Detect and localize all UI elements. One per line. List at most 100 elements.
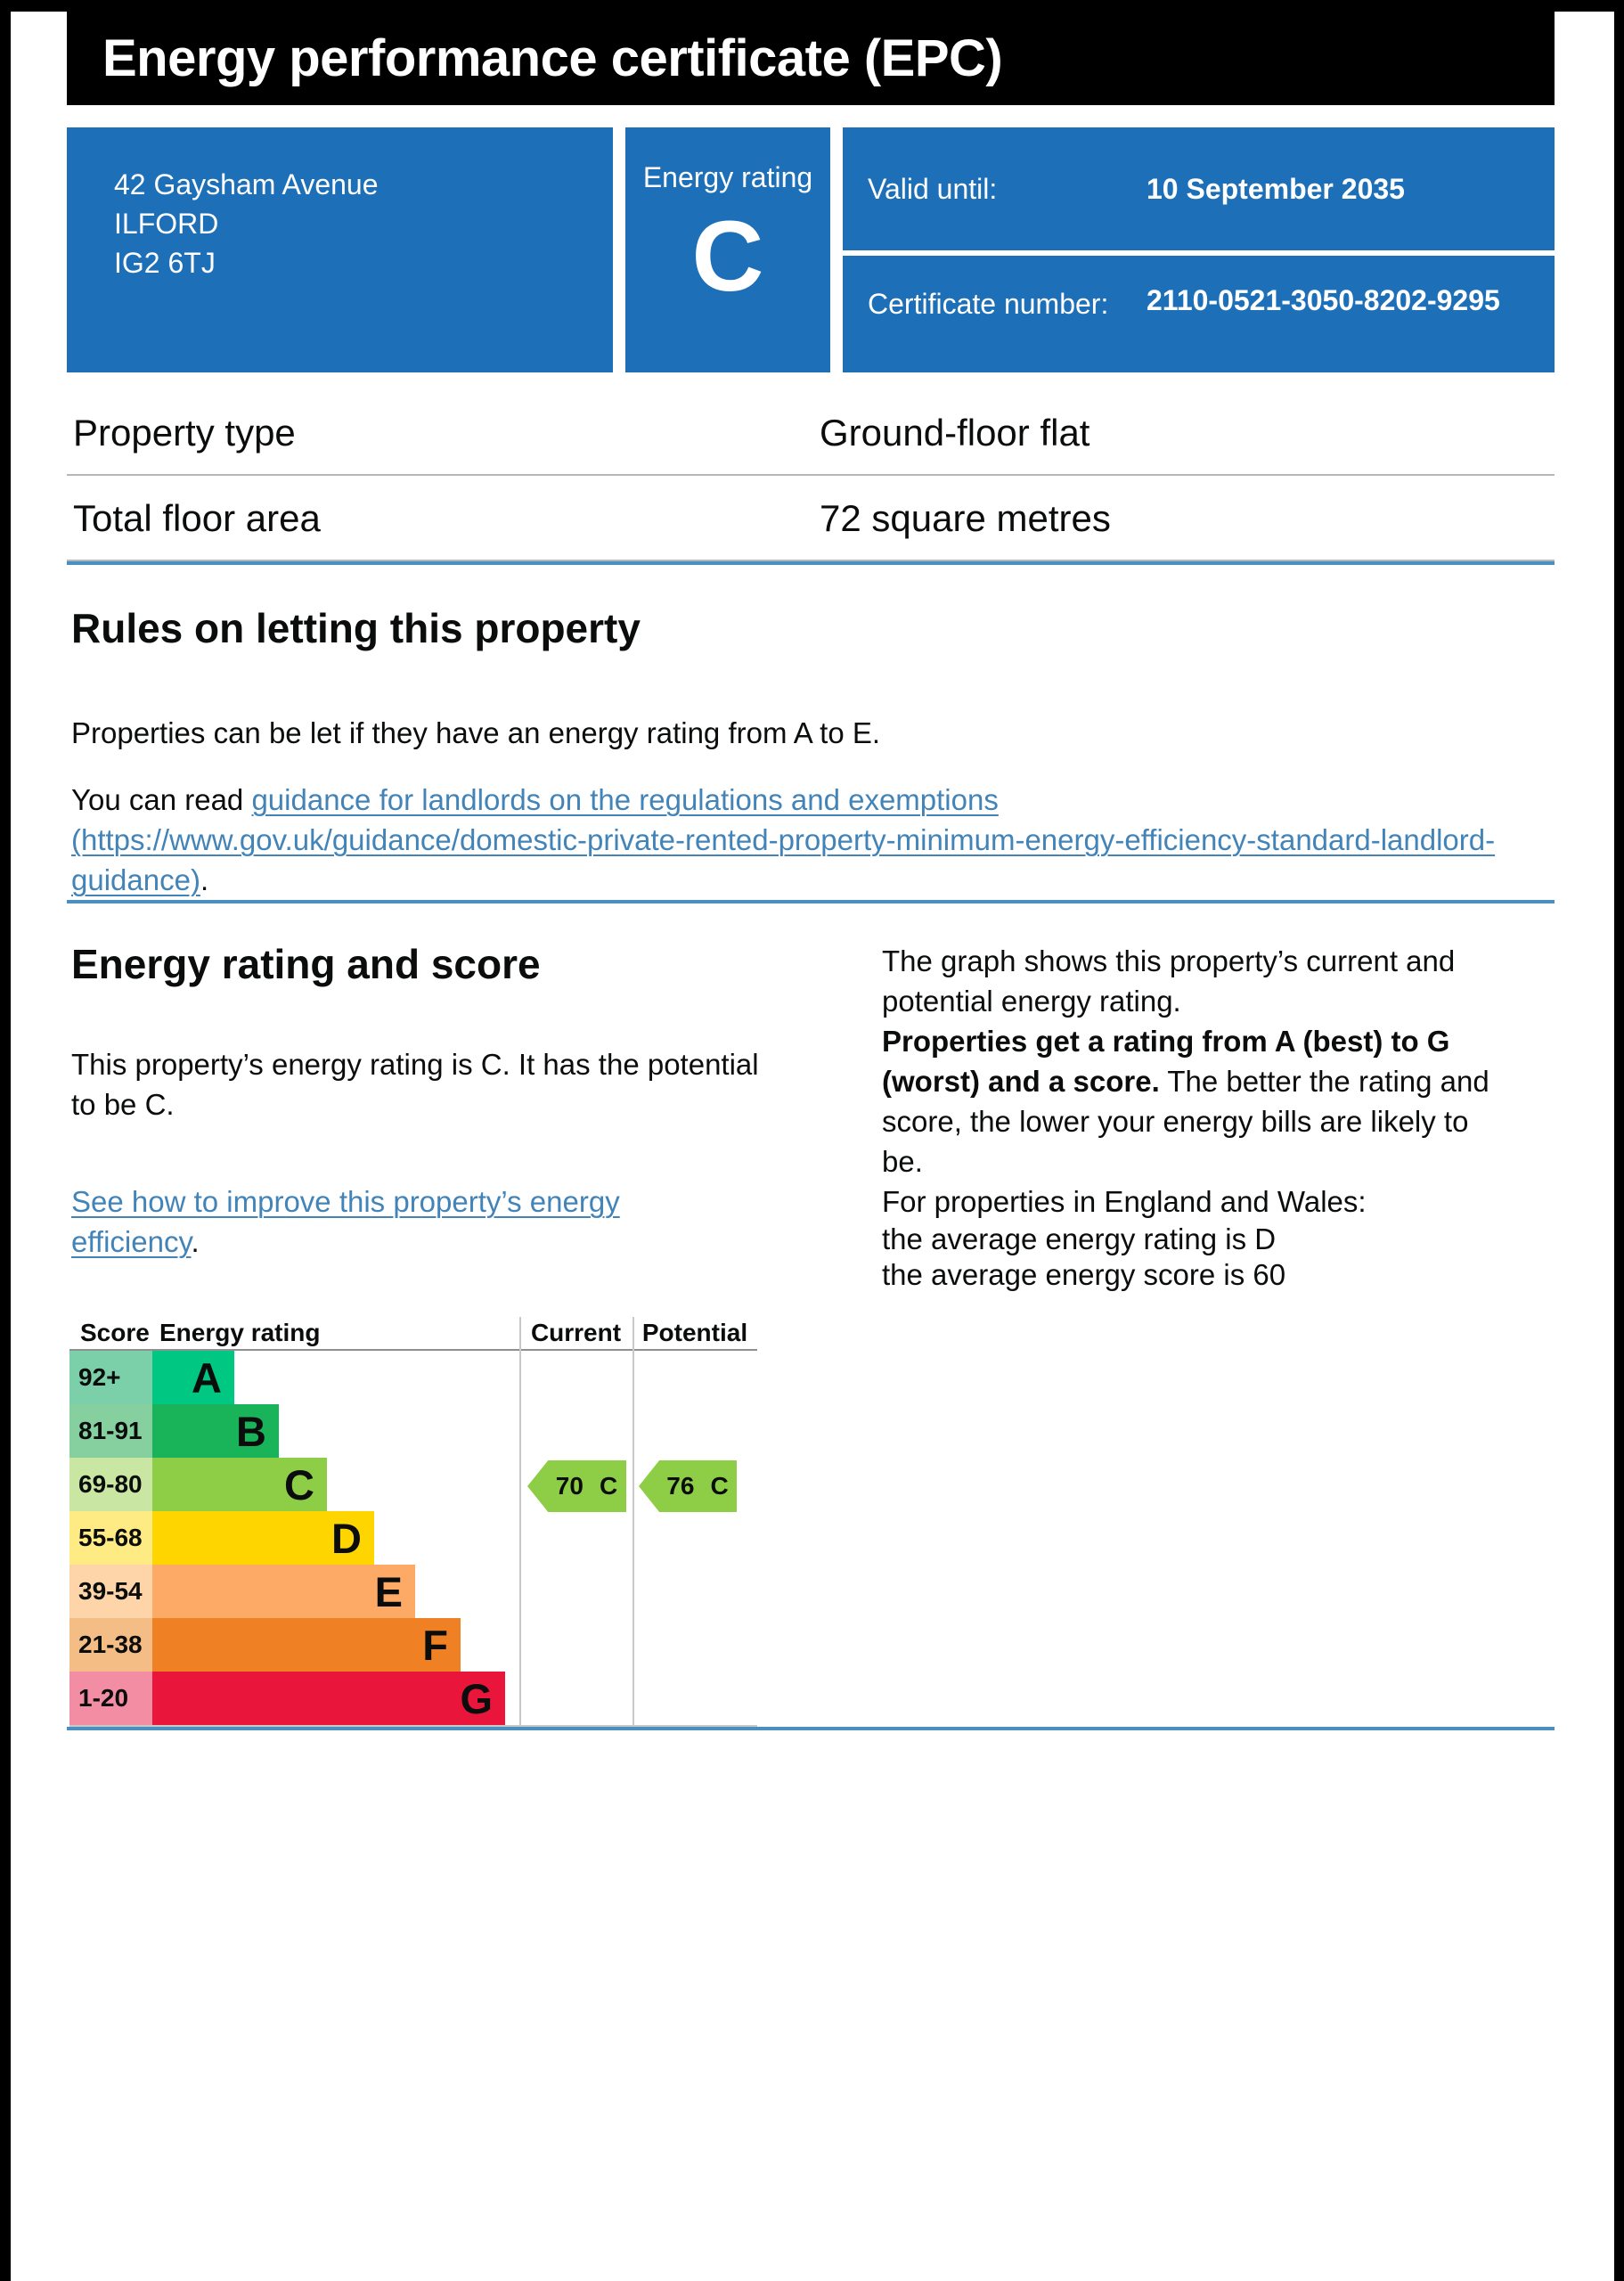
certificate-page: Energy performance certificate (EPC) 42 … xyxy=(67,12,1555,1730)
band-bar: F xyxy=(152,1618,461,1672)
landlord-guidance-link[interactable]: guidance for landlords on the regulation… xyxy=(71,783,1495,896)
current-rating-arrow: 70 C xyxy=(527,1460,626,1512)
epc-chart-bands: 92+ A 81-91 B 69-80 C 55-68 D 39-54 E 21… xyxy=(69,1351,757,1727)
rules-para-1: Properties can be let if they have an en… xyxy=(71,716,881,749)
graph-intro-para: The graph shows this property’s current … xyxy=(882,944,1456,1018)
band-score-range: 55-68 xyxy=(69,1511,152,1565)
band-letter: E xyxy=(374,1567,403,1615)
certificate-number-value: 2110-0521-3050-8202-9295 xyxy=(1147,284,1500,316)
valid-until-label: Valid until: xyxy=(868,173,998,205)
floor-area-label: Total floor area xyxy=(73,497,321,539)
rules-para-2: You can read guidance for landlords on t… xyxy=(71,780,1555,900)
landlord-guidance-link-text: guidance for landlords on the regulation… xyxy=(251,783,999,816)
rating-summary-para: This property’s energy rating is C. It h… xyxy=(71,1048,759,1121)
improve-efficiency-link-line1: See how to improve this property’s energ… xyxy=(71,1185,620,1218)
band-bar: A xyxy=(152,1351,234,1404)
document-header: Energy performance certificate (EPC) xyxy=(67,12,1555,105)
improve-efficiency-link-line2: efficiency xyxy=(71,1225,192,1258)
valid-until-row: Valid until: 10 September 2035 xyxy=(843,127,1555,250)
energy-rating-badge: Energy rating C xyxy=(625,127,830,372)
chart-column-current: Current xyxy=(530,1319,622,1346)
certificate-number-label: Certificate number: xyxy=(868,288,1109,320)
certificate-details: Valid until: 10 September 2035 Certifica… xyxy=(843,127,1555,372)
band-letter: G xyxy=(460,1674,493,1722)
england-wales-para: For properties in England and Wales: xyxy=(882,1185,1367,1218)
band-score-range: 1-20 xyxy=(69,1672,152,1725)
rating-explainer-rest: The better the rating and score, the low… xyxy=(882,1065,1489,1178)
band-bar: G xyxy=(152,1672,505,1725)
band-bar: D xyxy=(152,1511,374,1565)
chart-column-potential: Potential xyxy=(641,1319,748,1346)
band-letter: F xyxy=(422,1621,448,1669)
current-rating-score: 70 xyxy=(555,1472,583,1500)
top-border-strip xyxy=(0,0,1624,12)
right-border-strip xyxy=(1614,0,1624,2281)
table-row: Total floor area 72 square metres xyxy=(67,476,1555,561)
rating-explainer-bold: Properties get a rating from A (best) to… xyxy=(882,1025,1450,1098)
certificate-number-row: Certificate number: 2110-0521-3050-8202-… xyxy=(843,256,1555,372)
potential-rating-arrow: 76 C xyxy=(639,1460,737,1512)
page-title: Energy performance certificate (EPC) xyxy=(102,29,1003,87)
landlord-guidance-link-url: (https://www.gov.uk/guidance/domestic-pr… xyxy=(71,823,1496,856)
improve-para-suffix: . xyxy=(191,1225,200,1258)
chart-gridline xyxy=(519,1317,521,1727)
band-score-range: 81-91 xyxy=(69,1404,152,1458)
section-divider xyxy=(67,1727,1555,1730)
band-bar: B xyxy=(152,1404,279,1458)
potential-rating-score: 76 xyxy=(666,1472,695,1500)
band-score-range: 92+ xyxy=(69,1351,152,1404)
section-divider xyxy=(67,561,1555,565)
improve-efficiency-link[interactable]: See how to improve this property’s energ… xyxy=(71,1185,620,1258)
chart-column-rating: Energy rating xyxy=(159,1319,321,1346)
section-divider xyxy=(67,900,1555,903)
epc-band-row: 55-68 D xyxy=(69,1511,757,1565)
property-type-value: Ground-floor flat xyxy=(820,412,1090,454)
epc-band-row: 21-38 F xyxy=(69,1618,757,1672)
property-type-label: Property type xyxy=(73,412,296,454)
band-letter: B xyxy=(236,1407,266,1455)
address-line-3: IG2 6TJ xyxy=(114,247,216,279)
band-letter: D xyxy=(331,1514,362,1562)
certificate-summary-panel: 42 Gaysham Avenue ILFORD IG2 6TJ Energy … xyxy=(67,127,1555,372)
property-address: 42 Gaysham Avenue ILFORD IG2 6TJ xyxy=(67,127,613,372)
epc-band-row: 69-80 C xyxy=(69,1458,757,1511)
potential-rating-band: C xyxy=(710,1472,729,1500)
average-score-line: the average energy score is 60 xyxy=(882,1258,1286,1291)
band-letter: A xyxy=(192,1353,222,1402)
table-row: Property type Ground-floor flat xyxy=(67,390,1555,476)
energy-rating-label: Energy rating xyxy=(642,161,813,193)
energy-rating-section: Energy rating and score This property’s … xyxy=(67,941,1555,1727)
address-line-1: 42 Gaysham Avenue xyxy=(114,168,379,200)
rating-explainer-para: Properties get a rating from A (best) to… xyxy=(882,1021,1492,1181)
epc-band-row: 81-91 B xyxy=(69,1404,757,1458)
current-rating-band: C xyxy=(599,1472,618,1500)
epc-band-row: 1-20 G xyxy=(69,1672,757,1725)
rating-right-column: The graph shows this property’s current … xyxy=(882,941,1492,1727)
epc-band-row: 39-54 E xyxy=(69,1565,757,1618)
property-summary-table: Property type Ground-floor flat Total fl… xyxy=(67,390,1555,561)
epc-chart-header: Score Energy rating Current Potential xyxy=(69,1317,757,1351)
rules-para-2-prefix: You can read xyxy=(71,783,252,816)
address-line-2: ILFORD xyxy=(114,208,219,240)
rating-section-heading: Energy rating and score xyxy=(71,941,541,987)
band-bar: C xyxy=(152,1458,327,1511)
chart-column-score: Score xyxy=(80,1319,150,1346)
energy-rating-value: C xyxy=(691,200,764,312)
left-border-strip xyxy=(0,0,11,2281)
chart-gridline xyxy=(632,1317,634,1727)
epc-band-row: 92+ A xyxy=(69,1351,757,1404)
band-bar: E xyxy=(152,1565,415,1618)
rules-section-heading: Rules on letting this property xyxy=(71,605,641,651)
average-rating-line: the average energy rating is D xyxy=(882,1222,1277,1255)
improve-para: See how to improve this property’s energ… xyxy=(71,1181,784,1262)
rating-left-column: Energy rating and score This property’s … xyxy=(67,941,882,1727)
band-letter: C xyxy=(284,1460,314,1508)
valid-until-value: 10 September 2035 xyxy=(1147,172,1405,205)
epc-chart: Score Energy rating Current Potential 92… xyxy=(69,1317,757,1727)
landlord-guidance-link-url-end: guidance) xyxy=(71,863,200,896)
band-score-range: 21-38 xyxy=(69,1618,152,1672)
band-score-range: 69-80 xyxy=(69,1458,152,1511)
band-score-range: 39-54 xyxy=(69,1565,152,1618)
